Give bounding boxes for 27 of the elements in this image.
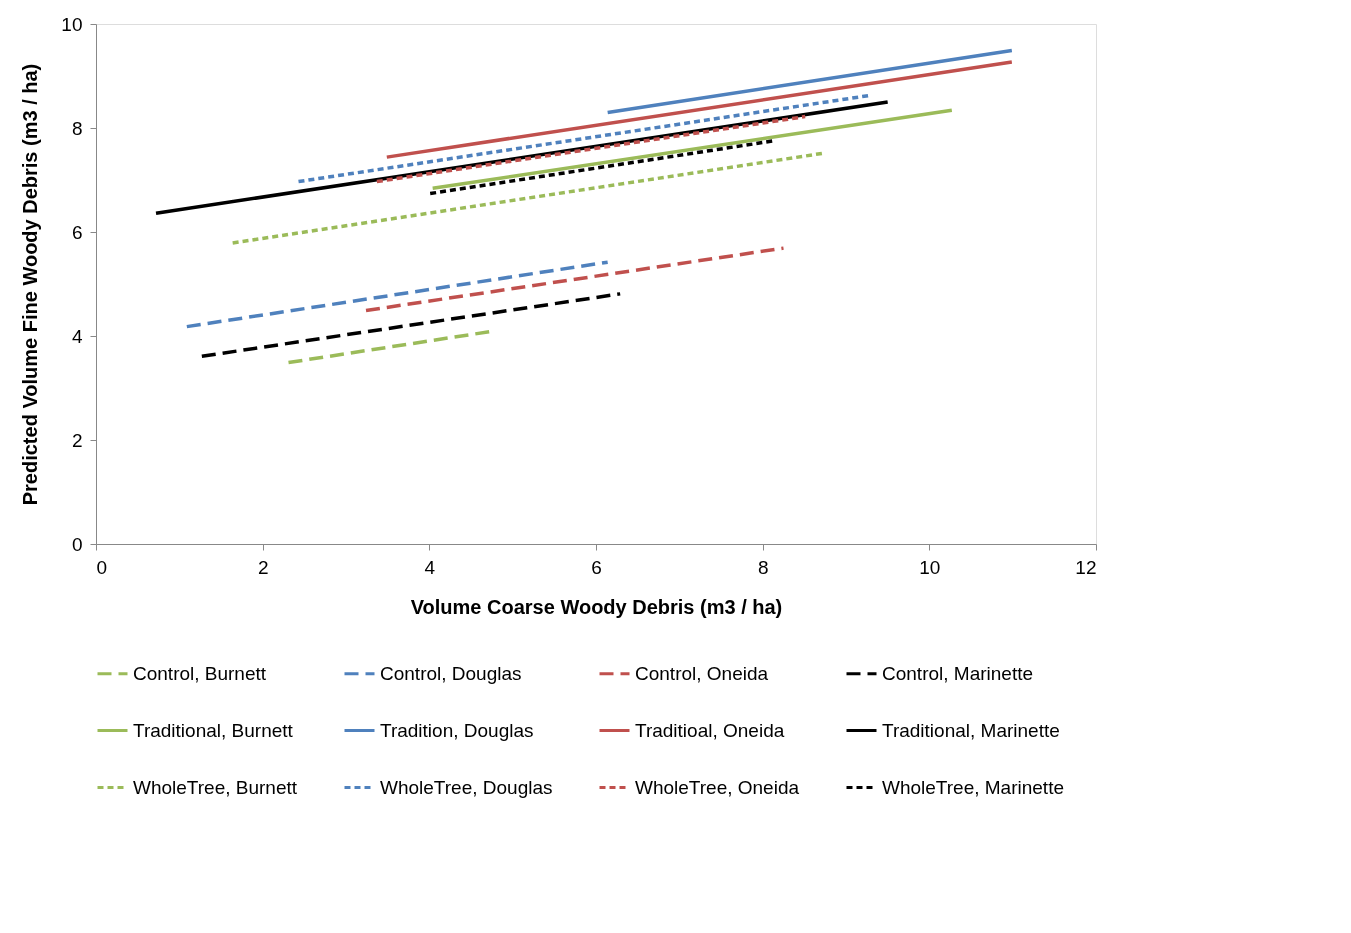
x-axis-title: Volume Coarse Woody Debris (m3 / ha) — [410, 595, 783, 618]
legend-label: WholeTree, Oneida — [635, 776, 800, 798]
legend-label: Traditional, Burnett — [133, 719, 294, 741]
legend-label: WholeTree, Marinette — [882, 776, 1064, 798]
legend-label: Traditioal, Oneida — [635, 719, 785, 741]
x-tick-label: 10 — [919, 556, 941, 578]
y-tick-label: 0 — [71, 533, 83, 555]
y-tick-label: 8 — [71, 117, 83, 139]
y-tick-label: 2 — [71, 429, 83, 451]
x-tick-label: 2 — [257, 556, 269, 578]
legend-label: Control, Douglas — [380, 662, 522, 684]
x-tick-label: 6 — [591, 556, 602, 578]
y-tick-label: 4 — [71, 325, 83, 347]
legend-label: Control, Burnett — [133, 662, 267, 684]
y-tick-label: 6 — [71, 221, 83, 243]
y-axis-title: Predicted Volume Fine Woody Debris (m3 / ha) — [19, 63, 42, 506]
legend-label: Control, Marinette — [882, 662, 1034, 684]
legend-label: Tradition, Douglas — [380, 719, 534, 741]
legend-label: Control, Oneida — [635, 662, 769, 684]
x-tick-label: 8 — [757, 556, 769, 578]
legend-label: Traditional, Marinette — [882, 719, 1060, 741]
legend-label: WholeTree, Douglas — [380, 776, 553, 798]
x-tick-label: 0 — [96, 556, 108, 578]
legend-label: WholeTree, Burnett — [133, 776, 298, 798]
x-tick-label: 4 — [424, 556, 436, 578]
y-tick-label: 10 — [61, 13, 83, 35]
x-tick-label: 12 — [1075, 556, 1097, 578]
